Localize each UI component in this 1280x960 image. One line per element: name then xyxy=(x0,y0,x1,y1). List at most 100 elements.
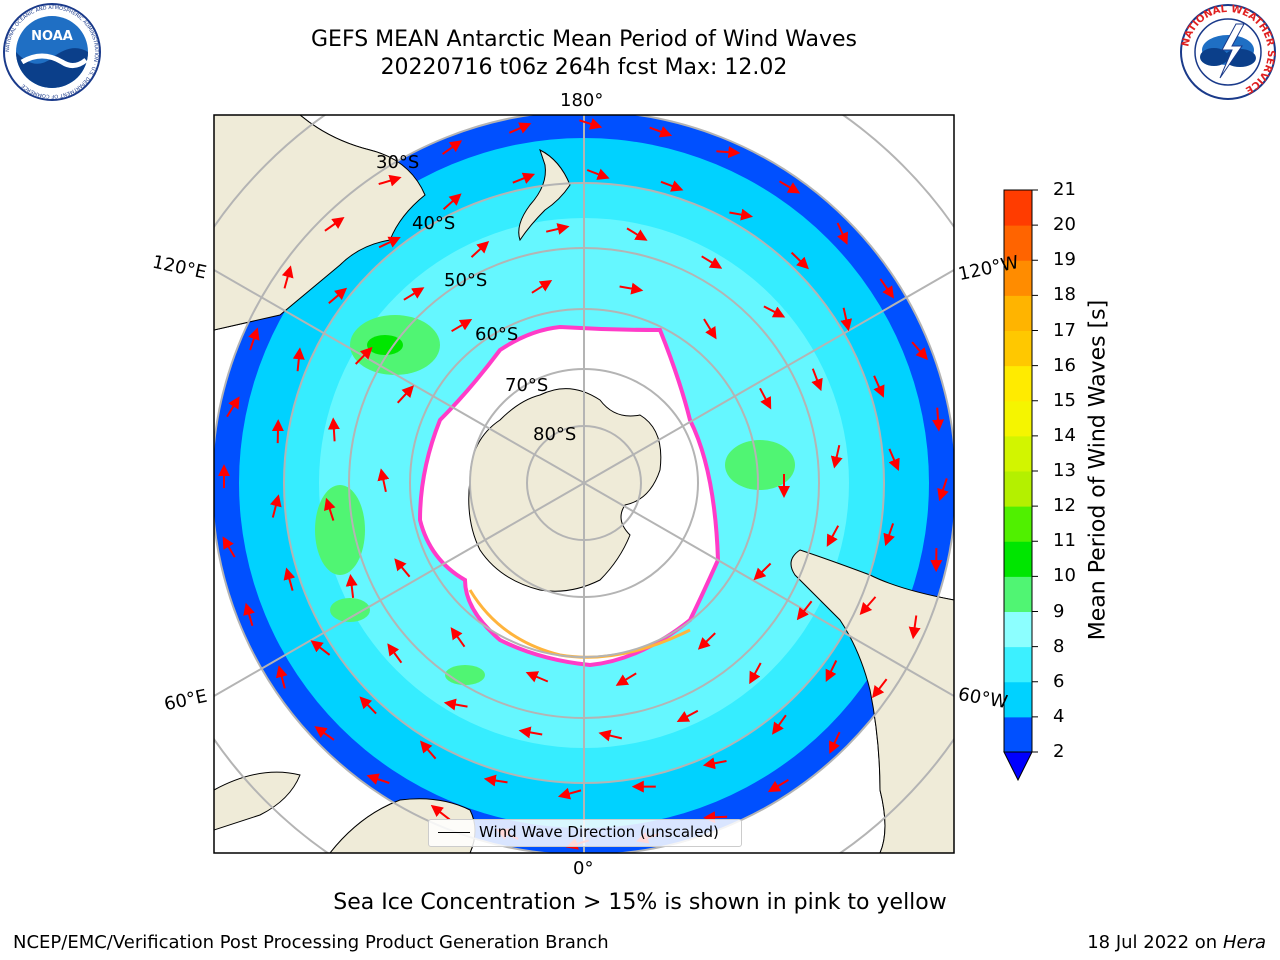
wind-wave-arrow xyxy=(825,660,838,682)
lat-label-40s: 40°S xyxy=(412,213,456,234)
wind-wave-arrow xyxy=(509,122,532,134)
colorbar-segment xyxy=(1004,646,1032,683)
wind-wave-arrow xyxy=(697,632,716,650)
wind-wave-arrow xyxy=(911,341,928,361)
wind-wave-arrow xyxy=(873,375,885,398)
wind-wave-arrow xyxy=(512,172,536,184)
wind-wave-arrow xyxy=(281,265,294,289)
colorbar-tick-label: 19 xyxy=(1053,249,1076,271)
wind-wave-arrow xyxy=(759,387,772,410)
wind-wave-arrow xyxy=(470,240,490,258)
wind-wave-arrow xyxy=(840,307,853,332)
wind-wave-arrow xyxy=(314,726,335,741)
wind-wave-arrow xyxy=(701,255,723,269)
wind-wave-arrow xyxy=(790,251,809,270)
colorbar-tick-label: 15 xyxy=(1053,389,1076,411)
colorbar-tick-label: 6 xyxy=(1053,670,1065,692)
wind-wave-arrow xyxy=(716,146,741,159)
wind-wave-arrow xyxy=(243,602,255,627)
date-text: 18 Jul 2022 on xyxy=(1087,932,1223,953)
wind-wave-arrow xyxy=(888,448,900,472)
lat-label-50s: 50°S xyxy=(444,270,488,291)
wind-wave-arrow xyxy=(626,227,648,241)
wind-wave-arrow xyxy=(703,318,717,340)
wind-wave-arrows xyxy=(218,118,949,850)
wind-wave-arrow xyxy=(531,279,553,294)
colorbar-segment xyxy=(1004,611,1032,648)
colorbar-tick-label: 8 xyxy=(1053,635,1065,657)
wind-wave-arrow xyxy=(619,282,644,295)
colorbar-tick-label: 9 xyxy=(1053,600,1065,622)
credit-text: NCEP/EMC/Verification Post Processing Pr… xyxy=(13,932,609,953)
wind-wave-arrow xyxy=(557,787,582,800)
noaa-logo: NOAA NATIONAL OCEANIC AND ATMOSPHERIC AD… xyxy=(3,3,101,101)
colorbar-segment xyxy=(1004,225,1032,261)
wind-wave-arrow xyxy=(525,671,549,683)
wind-wave-arrow xyxy=(545,223,570,235)
colorbar-segment xyxy=(1004,435,1032,472)
wind-wave-arrow xyxy=(430,804,451,821)
nws-logo: NATIONAL WEATHER SERVICE xyxy=(1180,4,1276,100)
wind-wave-arrow xyxy=(649,126,673,138)
map-frame xyxy=(213,114,955,854)
sea-ice-note: Sea Ice Concentration > 15% is shown in … xyxy=(333,890,947,915)
wind-wave-arrow xyxy=(753,562,772,581)
colorbar-segment xyxy=(1004,400,1032,437)
legend-label: Wind Wave Direction (unscaled) xyxy=(479,823,719,841)
wind-wave-arrow xyxy=(292,347,305,372)
wind-wave-arrow xyxy=(830,444,843,469)
colorbar-segment xyxy=(1004,716,1032,753)
colorbar-under-extension xyxy=(1003,751,1033,782)
wind-wave-arrow xyxy=(396,385,414,404)
wind-wave-arrow xyxy=(283,567,296,591)
wind-wave-arrow xyxy=(442,140,463,155)
wind-wave-arrow xyxy=(829,731,841,754)
wind-wave-arrow xyxy=(702,757,727,770)
wind-wave-arrow xyxy=(275,665,288,689)
wind-wave-arrow xyxy=(796,600,813,621)
wind-wave-arrow xyxy=(394,558,411,578)
colorbar-segment xyxy=(1004,190,1032,226)
wind-wave-arrow xyxy=(387,643,403,664)
colorbar-segment xyxy=(1004,365,1032,402)
colorbar-tick-label: 2 xyxy=(1053,741,1065,762)
wind-wave-arrow xyxy=(324,497,336,521)
wind-wave-arrow xyxy=(615,672,637,686)
wind-wave-arrow xyxy=(859,596,877,616)
wind-wave-arrow xyxy=(359,696,377,715)
colorbar-segment xyxy=(1004,260,1032,296)
wind-wave-arrow xyxy=(826,525,840,547)
wind-wave-arrow xyxy=(443,698,468,711)
wind-wave-arrow xyxy=(676,709,699,723)
colorbar-tick-label: 12 xyxy=(1053,495,1076,517)
colorbar-segment xyxy=(1004,576,1032,612)
wind-wave-arrow xyxy=(763,305,786,318)
lat-label-80s: 80°S xyxy=(533,424,577,445)
africa-land xyxy=(214,771,301,831)
wind-wave-arrow xyxy=(703,811,728,824)
colorbar-segment xyxy=(1004,506,1032,542)
colorbar-tick-label: 21 xyxy=(1053,179,1076,200)
colorbar-segment xyxy=(1004,541,1032,577)
lon-label-0: 0° xyxy=(573,858,594,879)
wind-wave-arrow xyxy=(327,417,340,442)
wind-wave-arrow xyxy=(378,236,401,249)
wind-wave-arrow xyxy=(836,222,849,245)
wind-wave-arrow xyxy=(366,773,390,785)
noaa-logo-text: NOAA xyxy=(31,29,73,44)
map-legend: Wind Wave Direction (unscaled) xyxy=(428,819,742,847)
wind-wave-arrow xyxy=(879,278,895,299)
wind-wave-arrow xyxy=(345,574,358,599)
wind-wave-arrow xyxy=(872,678,888,699)
wind-wave-arrow xyxy=(403,287,425,301)
wind-wave-arrow xyxy=(378,174,402,187)
colorbar-tick-label: 4 xyxy=(1053,705,1065,727)
wind-wave-arrow xyxy=(932,407,945,432)
wind-wave-arrow xyxy=(908,615,921,640)
wind-wave-arrow xyxy=(767,779,789,793)
lat-label-30s: 30°S xyxy=(376,152,420,173)
wind-wave-arrow xyxy=(226,396,240,418)
wind-wave-arrow xyxy=(248,327,260,351)
wind-wave-arrow xyxy=(328,287,348,305)
